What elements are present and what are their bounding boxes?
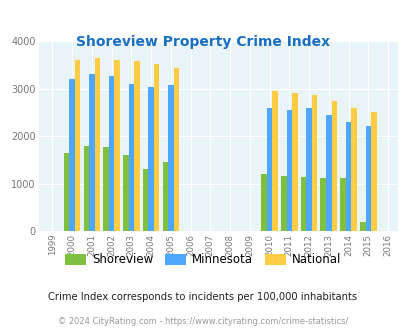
Bar <box>311 95 317 231</box>
Bar <box>286 110 291 231</box>
Bar <box>359 222 364 231</box>
Bar <box>331 102 336 231</box>
Bar <box>173 68 179 231</box>
Bar <box>153 64 159 231</box>
Bar <box>75 60 80 231</box>
Bar <box>128 84 134 231</box>
Bar <box>123 155 128 231</box>
Bar <box>300 178 305 231</box>
Bar <box>83 146 89 231</box>
Legend: Shoreview, Minnesota, National: Shoreview, Minnesota, National <box>64 253 341 266</box>
Bar <box>134 61 139 231</box>
Bar <box>345 122 350 231</box>
Bar <box>261 174 266 231</box>
Bar <box>94 58 100 231</box>
Bar <box>339 178 345 231</box>
Bar <box>325 115 331 231</box>
Bar <box>291 93 297 231</box>
Bar <box>64 153 69 231</box>
Bar <box>114 60 119 231</box>
Bar <box>364 126 370 231</box>
Bar <box>109 76 114 231</box>
Bar <box>103 147 109 231</box>
Bar <box>305 108 311 231</box>
Bar <box>148 87 153 231</box>
Bar <box>320 178 325 231</box>
Text: Shoreview Property Crime Index: Shoreview Property Crime Index <box>76 35 329 49</box>
Text: © 2024 CityRating.com - https://www.cityrating.com/crime-statistics/: © 2024 CityRating.com - https://www.city… <box>58 317 347 326</box>
Bar <box>370 112 375 231</box>
Bar <box>89 75 94 231</box>
Bar <box>280 177 286 231</box>
Bar <box>272 91 277 231</box>
Bar <box>69 79 75 231</box>
Bar <box>143 169 148 231</box>
Text: Crime Index corresponds to incidents per 100,000 inhabitants: Crime Index corresponds to incidents per… <box>48 292 357 302</box>
Bar <box>350 108 356 231</box>
Bar <box>162 162 168 231</box>
Bar <box>266 108 272 231</box>
Bar <box>168 85 173 231</box>
